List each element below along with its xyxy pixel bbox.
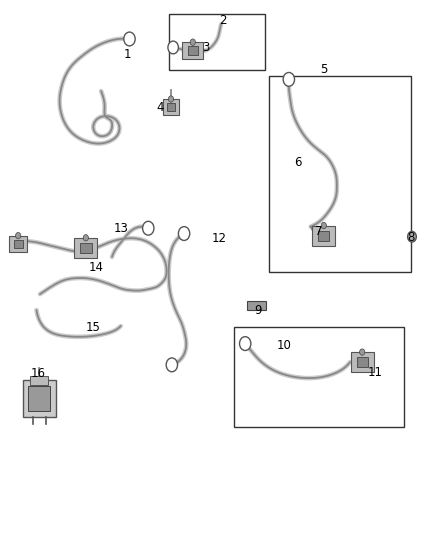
Text: 6: 6 <box>294 156 301 169</box>
Text: 8: 8 <box>407 231 415 244</box>
Circle shape <box>143 221 154 235</box>
Circle shape <box>360 349 365 356</box>
Bar <box>169 14 265 70</box>
Text: 9: 9 <box>254 304 262 317</box>
Bar <box>74 238 97 258</box>
Text: 10: 10 <box>277 338 292 352</box>
Bar <box>28 385 50 411</box>
Bar <box>269 76 411 272</box>
Bar <box>312 225 335 246</box>
Circle shape <box>166 358 177 372</box>
Bar <box>234 327 404 427</box>
Text: 12: 12 <box>212 232 226 245</box>
Circle shape <box>15 232 21 239</box>
Text: 3: 3 <box>202 41 210 54</box>
Text: 11: 11 <box>368 366 383 379</box>
Text: 15: 15 <box>86 321 101 334</box>
Bar <box>187 46 198 55</box>
Bar <box>22 380 56 417</box>
Circle shape <box>124 32 135 46</box>
Circle shape <box>83 235 88 241</box>
Circle shape <box>240 337 251 351</box>
Bar <box>182 42 203 59</box>
Circle shape <box>321 222 326 229</box>
Text: 2: 2 <box>219 14 226 27</box>
Bar <box>10 236 27 252</box>
Circle shape <box>190 39 195 45</box>
Bar <box>247 301 266 310</box>
Text: 16: 16 <box>30 367 45 381</box>
Circle shape <box>178 227 190 240</box>
Text: 1: 1 <box>124 49 131 61</box>
Bar <box>351 352 374 372</box>
Bar <box>80 243 92 253</box>
Circle shape <box>168 96 173 102</box>
Text: 4: 4 <box>156 101 164 114</box>
Circle shape <box>283 72 294 86</box>
Circle shape <box>168 41 178 54</box>
Text: 7: 7 <box>315 225 322 238</box>
Bar <box>14 240 22 248</box>
Circle shape <box>408 231 417 242</box>
Bar <box>30 376 48 384</box>
Text: 14: 14 <box>88 261 103 274</box>
Bar <box>162 99 179 115</box>
Bar <box>318 231 329 241</box>
Bar <box>167 103 175 111</box>
Text: 5: 5 <box>320 63 328 76</box>
Text: 13: 13 <box>113 222 128 235</box>
Bar <box>357 357 368 367</box>
